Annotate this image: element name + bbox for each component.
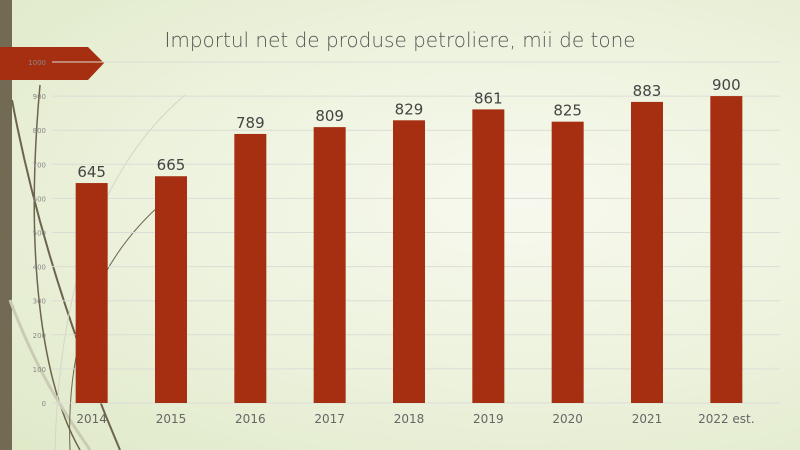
bar xyxy=(155,176,187,403)
data-label: 809 xyxy=(315,107,344,125)
data-label: 665 xyxy=(157,156,186,174)
y-tick-label: 600 xyxy=(33,195,46,203)
data-label: 645 xyxy=(77,163,106,181)
data-label: 829 xyxy=(395,100,424,118)
x-tick-label: 2017 xyxy=(314,412,345,426)
data-label: 861 xyxy=(474,89,503,107)
x-tick-label: 2021 xyxy=(632,412,663,426)
y-tick-label: 300 xyxy=(33,298,46,306)
y-tick-label: 400 xyxy=(33,264,46,272)
data-label: 900 xyxy=(712,76,741,94)
y-tick-label: 100 xyxy=(33,366,46,374)
x-tick-label: 2016 xyxy=(235,412,266,426)
x-tick-label: 2020 xyxy=(552,412,583,426)
x-tick-label: 2019 xyxy=(473,412,504,426)
bar xyxy=(631,101,663,403)
bar xyxy=(472,109,505,404)
x-tick-label: 2022 est. xyxy=(698,412,755,426)
y-tick-label: 0 xyxy=(42,400,46,408)
bar xyxy=(393,120,425,403)
data-label: 883 xyxy=(633,82,662,100)
x-tick-label: 2018 xyxy=(394,412,425,426)
bar xyxy=(75,183,108,403)
y-tick-label: 700 xyxy=(33,161,46,169)
data-label: 825 xyxy=(553,102,582,120)
bar xyxy=(551,121,584,404)
data-label: 789 xyxy=(236,114,265,132)
y-tick-label: 200 xyxy=(33,332,46,340)
y-tick-label: 800 xyxy=(33,127,46,135)
x-tick-label: 2015 xyxy=(156,412,187,426)
y-tick-label: 500 xyxy=(33,230,46,238)
bar xyxy=(710,96,743,403)
x-tick-label: 2014 xyxy=(76,412,107,426)
decorative-banner xyxy=(0,47,104,80)
decorative-side-strip xyxy=(0,0,12,450)
chart-title: Importul net de produse petroliere, mii … xyxy=(164,28,636,52)
y-tick-label: 900 xyxy=(33,93,46,101)
bar xyxy=(313,127,346,404)
bar xyxy=(234,133,267,404)
decorative-curves xyxy=(8,84,186,450)
y-tick-label: 1000 xyxy=(28,59,46,67)
